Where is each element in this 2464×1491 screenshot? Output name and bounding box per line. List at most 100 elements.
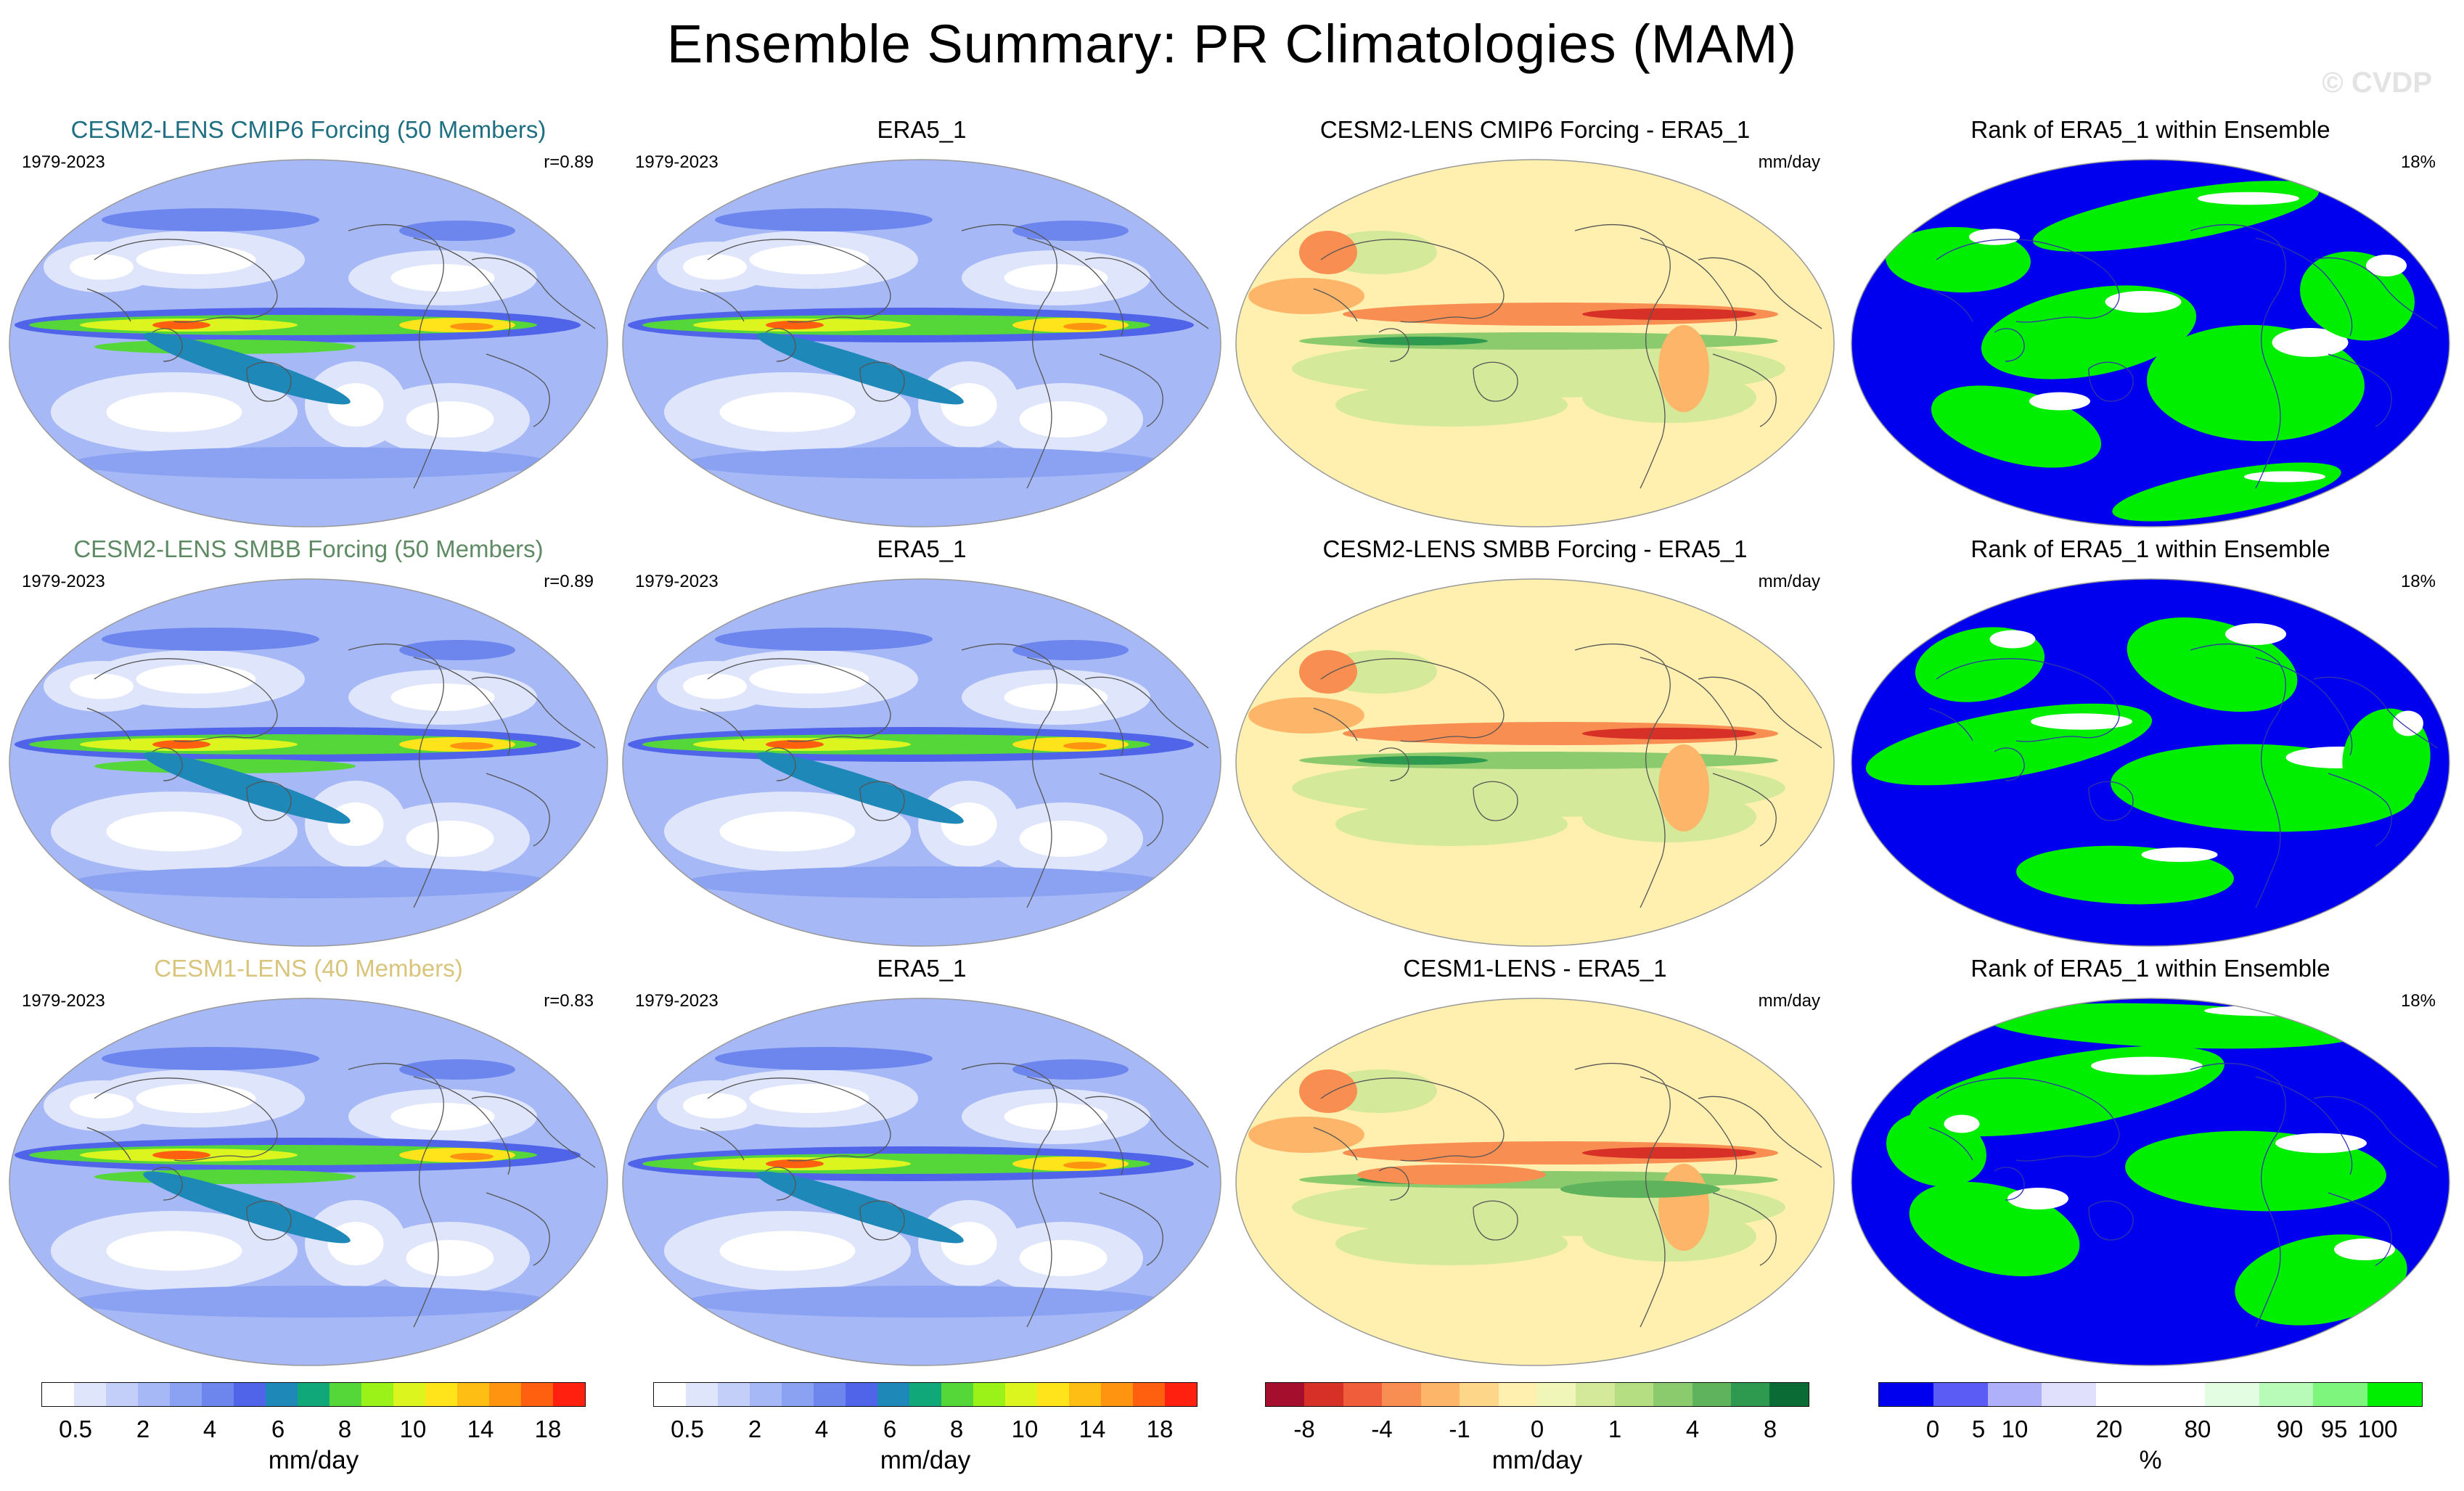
diff-colorbar: -8 -4 -1 0 1 4 8 mm/day: [1265, 1382, 1809, 1484]
coastline: [1026, 1076, 1124, 1175]
period-label: 1979-2023: [22, 152, 105, 172]
precip-swatch: [1005, 1383, 1037, 1406]
obs-panel: ERA5_1 1979-2023: [621, 955, 1223, 1376]
rank-tick: 0: [1925, 1416, 1940, 1442]
coastline: [1313, 707, 1358, 742]
coastline: [2328, 353, 2392, 427]
rank-tick: 20: [2095, 1416, 2123, 1442]
diff-tick: 1: [1608, 1416, 1622, 1442]
precip-tick: 2: [136, 1416, 150, 1442]
diff-units: mm/day: [1491, 1446, 1583, 1474]
coastline: [1712, 773, 1777, 847]
rank-tick: 95: [2320, 1416, 2348, 1442]
page-title: Ensemble Summary: PR Climatologies (MAM): [666, 14, 1798, 74]
rank-map: [1851, 998, 2450, 1366]
map-border: [622, 159, 1221, 527]
coastline: [413, 1076, 511, 1175]
model-panel-title: CESM2-LENS SMBB Forcing (50 Members): [73, 535, 544, 562]
diff-swatch: [1382, 1383, 1421, 1406]
coastline: [765, 328, 796, 362]
coastline: [1994, 1167, 2025, 1201]
precip-swatch: [202, 1383, 234, 1406]
precip-swatch: [298, 1383, 330, 1406]
diff-tick: -1: [1449, 1416, 1470, 1442]
coastline: [246, 781, 292, 821]
map-border: [1235, 578, 1835, 947]
coastline: [2328, 1192, 2392, 1266]
units-label: mm/day: [1758, 572, 1820, 591]
precip-swatch: [106, 1383, 138, 1406]
coastline: [707, 1077, 891, 1162]
precip-swatch: [1069, 1383, 1101, 1406]
coastline: [246, 1200, 292, 1241]
coastline: [1574, 1063, 1671, 1328]
precip-swatch: [361, 1383, 393, 1406]
coastline: [765, 1167, 796, 1201]
diff-swatch: [1304, 1383, 1343, 1406]
coastline: [1378, 747, 1409, 781]
diff-swatch: [1460, 1383, 1499, 1406]
coastline: [1026, 237, 1124, 337]
obs-map: [622, 159, 1221, 527]
coastline: [2190, 224, 2286, 489]
precip-tick: 4: [202, 1416, 217, 1442]
precip-swatch: [1133, 1383, 1165, 1406]
precip-tick: 10: [399, 1416, 427, 1442]
coastline: [765, 747, 796, 781]
diff-tick: 4: [1685, 1416, 1700, 1442]
units-label: mm/day: [1758, 991, 1820, 1011]
period-label: 1979-2023: [22, 991, 105, 1011]
map-border: [1851, 159, 2450, 527]
coastline: [1378, 1167, 1409, 1201]
coastline: [700, 707, 745, 742]
coastline: [1928, 288, 1973, 322]
coastline: [486, 1192, 550, 1266]
period-label: 1979-2023: [635, 572, 719, 591]
coastline: [1936, 239, 2120, 323]
precip-units: mm/day: [268, 1446, 359, 1474]
coastline: [486, 353, 550, 427]
precip-tick: 18: [534, 1416, 562, 1442]
rank-units: %: [2139, 1446, 2162, 1474]
coastline: [1994, 328, 2025, 362]
precip-swatch: [330, 1383, 361, 1406]
rank-panel-title: Rank of ERA5_1 within Ensemble: [1970, 116, 2330, 143]
coastline: [2313, 676, 2438, 749]
coastline: [2255, 657, 2353, 756]
coastline: [2313, 1096, 2438, 1168]
coastline: [152, 747, 183, 781]
coastline: [707, 658, 891, 742]
rank-percent: 18%: [2400, 152, 2436, 172]
diff-panel: CESM2-LENS CMIP6 Forcing - ERA5_1 mm/day: [1234, 116, 1836, 537]
coastline: [961, 1063, 1057, 1328]
coastline: [1084, 1096, 1209, 1168]
coastline: [1313, 1127, 1358, 1161]
precip-swatch: [814, 1383, 846, 1406]
diff-tick: -4: [1371, 1416, 1393, 1442]
precip-tick: 6: [883, 1416, 897, 1442]
coastline: [1928, 1127, 1973, 1161]
coastline: [2328, 773, 2392, 847]
coastline: [1928, 707, 1973, 742]
coastline: [1473, 781, 1518, 821]
precip-tick: 8: [949, 1416, 964, 1442]
precip-swatch: [877, 1383, 909, 1406]
coastline: [413, 657, 511, 756]
diff-panel-title: CESM1-LENS - ERA5_1: [1403, 955, 1667, 982]
obs-panel-title: ERA5_1: [877, 116, 967, 143]
diff-swatch: [1536, 1383, 1576, 1406]
coastline: [348, 224, 444, 489]
precip-swatch: [170, 1383, 202, 1406]
rank-tick: 80: [2184, 1416, 2211, 1442]
obs-panel: ERA5_1 1979-2023: [621, 116, 1223, 537]
map-border: [9, 578, 608, 947]
coastline: [2313, 257, 2438, 329]
pattern-correlation: r=0.89: [544, 152, 594, 172]
coastline: [1084, 257, 1209, 329]
precip-swatch: [1101, 1383, 1133, 1406]
coastline: [1099, 353, 1163, 427]
rank-tick: 100: [2357, 1416, 2398, 1442]
coastline: [471, 1096, 596, 1168]
coastline: [1936, 658, 2120, 742]
diff-map: [1235, 159, 1835, 527]
